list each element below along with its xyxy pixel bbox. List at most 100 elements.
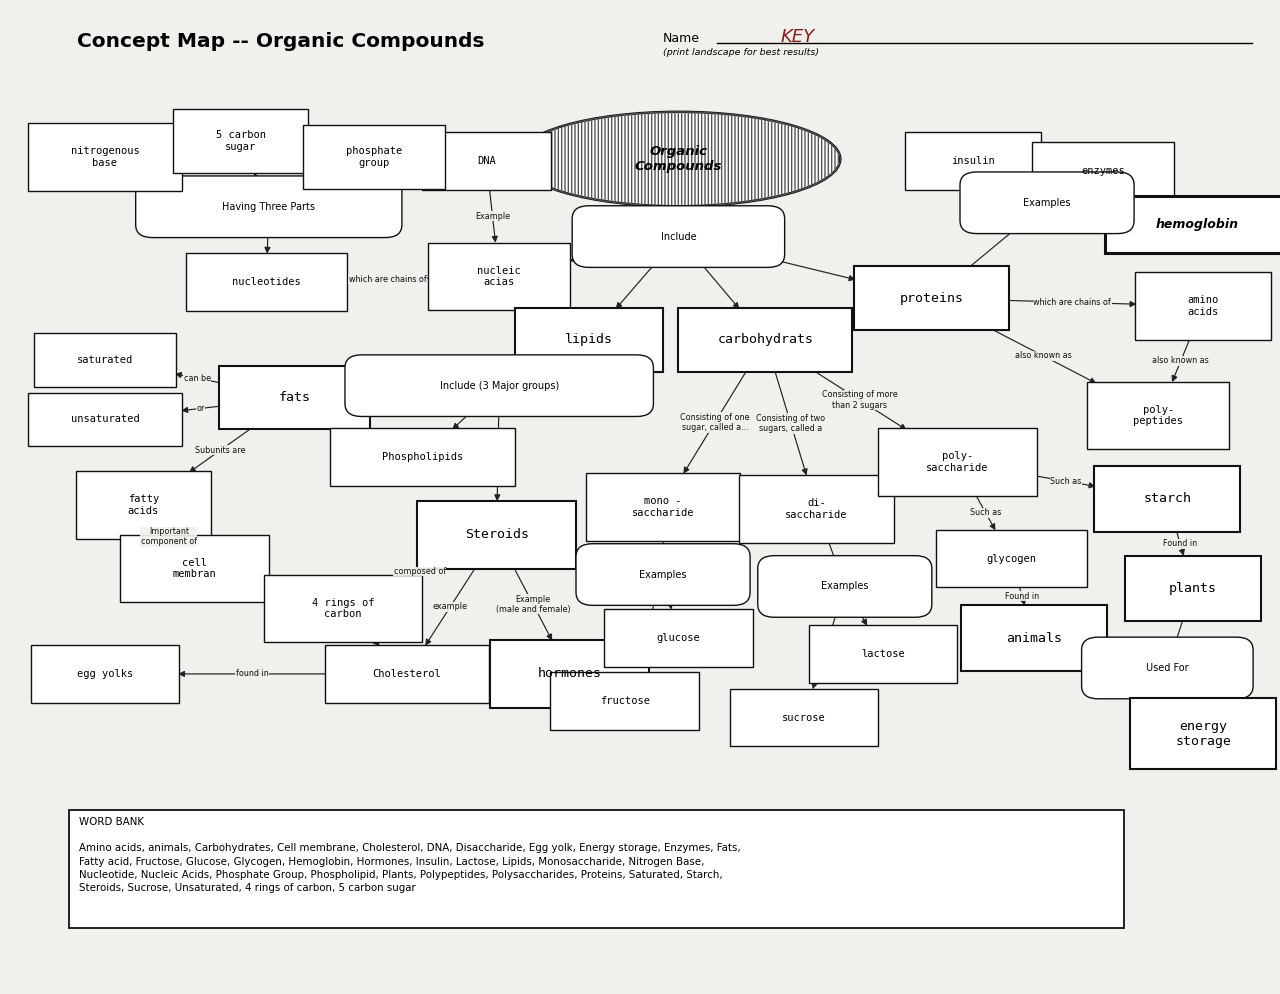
Text: which are chains of: which are chains of (348, 274, 426, 283)
Text: nucleic
acias: nucleic acias (477, 265, 521, 287)
Text: fatty
acids: fatty acids (128, 494, 159, 516)
FancyBboxPatch shape (173, 109, 308, 173)
Text: hemoglobin: hemoglobin (1156, 218, 1238, 232)
FancyBboxPatch shape (186, 253, 347, 311)
FancyBboxPatch shape (878, 428, 1037, 496)
Text: insulin: insulin (951, 156, 995, 166)
Text: plants: plants (1169, 581, 1217, 595)
FancyBboxPatch shape (28, 123, 183, 191)
Text: which are chains of: which are chains of (1033, 298, 1111, 307)
FancyBboxPatch shape (604, 609, 753, 667)
Text: nitrogenous
base: nitrogenous base (70, 146, 140, 168)
FancyBboxPatch shape (422, 132, 550, 190)
Text: Include: Include (660, 232, 696, 242)
Text: unsaturated: unsaturated (70, 414, 140, 424)
Text: DNA: DNA (477, 156, 495, 166)
Text: Include (3 Major groups): Include (3 Major groups) (439, 381, 559, 391)
Text: Examples: Examples (820, 581, 869, 591)
Text: sucrose: sucrose (782, 713, 826, 723)
Text: composed of: composed of (394, 567, 445, 577)
Text: Name: Name (663, 32, 700, 45)
Text: can be: can be (184, 374, 211, 383)
Text: saturated: saturated (77, 355, 133, 365)
FancyBboxPatch shape (809, 625, 957, 683)
Text: Steroids: Steroids (465, 528, 529, 542)
FancyBboxPatch shape (69, 810, 1124, 928)
Text: Having Three Parts: Having Three Parts (223, 202, 315, 212)
Text: found in: found in (236, 669, 269, 679)
FancyBboxPatch shape (678, 308, 852, 372)
FancyBboxPatch shape (550, 672, 699, 730)
FancyBboxPatch shape (1088, 382, 1230, 449)
Text: Found in: Found in (1164, 539, 1197, 549)
Text: Examples: Examples (639, 570, 687, 580)
Text: Examples: Examples (1023, 198, 1071, 208)
FancyBboxPatch shape (572, 206, 785, 267)
FancyBboxPatch shape (31, 645, 179, 703)
FancyBboxPatch shape (961, 605, 1107, 671)
Text: energy
storage: energy storage (1175, 720, 1231, 747)
Text: Found in: Found in (1005, 591, 1039, 601)
FancyBboxPatch shape (1130, 698, 1276, 769)
Text: 4 rings of
carbon: 4 rings of carbon (312, 597, 374, 619)
FancyBboxPatch shape (586, 473, 740, 541)
Text: Consisting of more
than 2 sugars: Consisting of more than 2 sugars (822, 391, 897, 410)
Text: poly-
peptides: poly- peptides (1133, 405, 1184, 426)
FancyBboxPatch shape (219, 366, 370, 429)
Text: 5 carbon
sugar: 5 carbon sugar (215, 130, 266, 152)
Text: Such as: Such as (970, 508, 1001, 518)
FancyBboxPatch shape (1105, 196, 1280, 253)
Text: Consisting of one
sugar, called a...: Consisting of one sugar, called a... (680, 413, 750, 432)
FancyBboxPatch shape (325, 645, 489, 703)
Text: Example: Example (475, 212, 511, 221)
FancyBboxPatch shape (758, 556, 932, 617)
Text: Organic
Compounds: Organic Compounds (635, 145, 722, 173)
Text: glycogen: glycogen (986, 554, 1037, 564)
Text: Cholesterol: Cholesterol (372, 669, 442, 679)
FancyBboxPatch shape (76, 471, 211, 539)
Text: fructose: fructose (599, 696, 650, 706)
FancyBboxPatch shape (35, 333, 177, 387)
Text: Concept Map -- Organic Compounds: Concept Map -- Organic Compounds (77, 32, 484, 51)
Text: phosphate
group: phosphate group (346, 146, 402, 168)
Text: Such as: Such as (1050, 477, 1082, 486)
Text: fats: fats (279, 391, 311, 405)
FancyBboxPatch shape (1125, 556, 1261, 621)
FancyBboxPatch shape (730, 689, 878, 746)
Text: also known as: also known as (1015, 351, 1071, 361)
Text: mono -
saccharide: mono - saccharide (632, 496, 694, 518)
FancyBboxPatch shape (740, 475, 895, 543)
FancyBboxPatch shape (515, 308, 663, 372)
FancyBboxPatch shape (1094, 466, 1240, 532)
FancyBboxPatch shape (490, 640, 649, 708)
FancyBboxPatch shape (960, 172, 1134, 234)
FancyBboxPatch shape (936, 530, 1087, 587)
FancyBboxPatch shape (1082, 637, 1253, 699)
FancyBboxPatch shape (905, 132, 1041, 190)
Text: carbohydrats: carbohydrats (717, 333, 814, 347)
Text: WORD BANK

Amino acids, animals, Carbohydrates, Cell membrane, Cholesterol, DNA,: WORD BANK Amino acids, animals, Carbohyd… (79, 817, 741, 893)
Text: Example
(male and female): Example (male and female) (495, 594, 571, 614)
Text: also known as: also known as (1152, 356, 1210, 366)
Text: egg yolks: egg yolks (77, 669, 133, 679)
FancyBboxPatch shape (855, 266, 1009, 330)
FancyBboxPatch shape (264, 575, 422, 642)
Text: di-
saccharide: di- saccharide (786, 498, 847, 520)
FancyBboxPatch shape (302, 125, 445, 189)
Text: lipids: lipids (564, 333, 613, 347)
FancyBboxPatch shape (417, 501, 576, 569)
Text: proteins: proteins (900, 291, 964, 305)
Text: (print landscape for best results): (print landscape for best results) (663, 48, 819, 57)
Ellipse shape (517, 111, 841, 207)
Text: poly-
saccharide: poly- saccharide (927, 451, 988, 473)
FancyBboxPatch shape (346, 355, 653, 416)
FancyBboxPatch shape (576, 544, 750, 605)
Text: hormones: hormones (538, 667, 602, 681)
Text: cell
membran: cell membran (173, 558, 216, 580)
Text: Used For: Used For (1146, 663, 1189, 673)
Text: Important
component of: Important component of (141, 527, 197, 547)
FancyBboxPatch shape (428, 243, 571, 310)
Text: starch: starch (1143, 492, 1192, 506)
Text: lactose: lactose (861, 649, 905, 659)
Text: amino
acids: amino acids (1188, 295, 1219, 317)
